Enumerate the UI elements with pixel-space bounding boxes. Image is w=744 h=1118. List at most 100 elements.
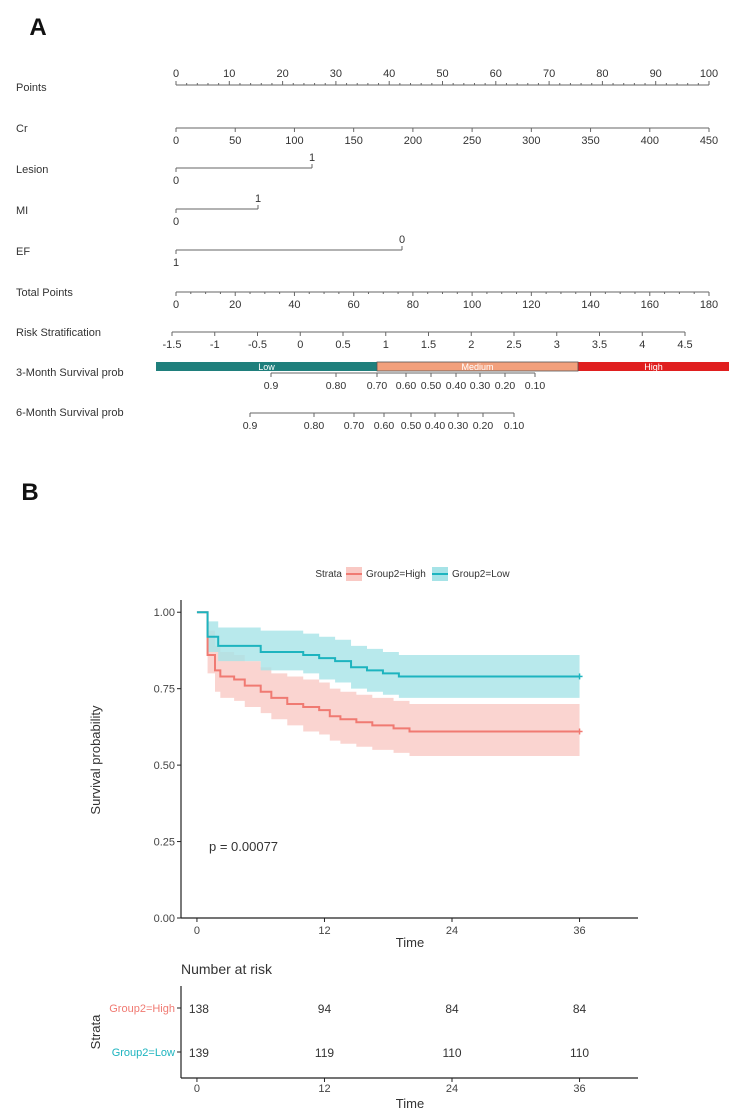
nomogram-panel: A Points Cr Lesion MI EF Total Points Risk Stra… xyxy=(16,14,729,432)
cr-tick-label: 300 xyxy=(522,135,540,147)
total-points-tick-label: 140 xyxy=(581,299,599,311)
survival3-tick-label: 0.50 xyxy=(421,380,442,392)
survival3-tick-label: 0.60 xyxy=(396,380,417,392)
nomogram-row-label: EF xyxy=(16,246,30,258)
total-points-tick-label: 120 xyxy=(522,299,540,311)
lesion-high-label: 1 xyxy=(309,152,315,164)
cr-tick-label: 150 xyxy=(344,135,362,147)
km-x-tick-label: 24 xyxy=(446,925,458,937)
mi-high-label: 1 xyxy=(255,193,261,205)
cr-tick-label: 250 xyxy=(463,135,481,147)
nomogram-row-label: Total Points xyxy=(16,287,73,299)
risk-tick-label: 3 xyxy=(554,339,560,351)
risk-count: 84 xyxy=(445,1002,459,1016)
points-tick-label: 70 xyxy=(543,68,555,80)
risk-tick-label: 2 xyxy=(468,339,474,351)
total-points-tick-label: 160 xyxy=(641,299,659,311)
risk-band-low xyxy=(156,362,377,371)
points-tick-label: 100 xyxy=(700,68,718,80)
risk-table-row-label: Group2=Low xyxy=(112,1047,175,1059)
risk-tick-label: -0.5 xyxy=(248,339,267,351)
survival6-tick-label: 0.10 xyxy=(504,420,525,432)
risk-count: 94 xyxy=(318,1002,332,1016)
risk-count: 138 xyxy=(189,1002,209,1016)
survival-curve-low xyxy=(196,611,580,678)
survival3-tick-label: 0.20 xyxy=(495,380,516,392)
cr-tick-label: 400 xyxy=(641,135,659,147)
km-y-tick-label: 0.50 xyxy=(154,760,175,772)
risk-tick-label: 0 xyxy=(297,339,303,351)
survival-curve-high xyxy=(196,611,580,733)
total-points-tick-label: 20 xyxy=(229,299,241,311)
risk-count: 84 xyxy=(573,1002,587,1016)
risk-tick-label: -1 xyxy=(210,339,220,351)
survival6-tick-label: 0.60 xyxy=(374,420,395,432)
risk-band-label: Low xyxy=(258,362,275,372)
risk-tick-label: 0.5 xyxy=(335,339,350,351)
survival6-tick-label: 0.70 xyxy=(344,420,365,432)
risk-table-x-label: Time xyxy=(396,1096,424,1111)
survival3-tick-label: 0.10 xyxy=(525,380,546,392)
risk-count: 110 xyxy=(570,1046,589,1060)
points-tick-label: 60 xyxy=(490,68,502,80)
points-tick-label: 50 xyxy=(436,68,448,80)
ef-high-label: 0 xyxy=(399,234,405,246)
risk-band-label: High xyxy=(644,362,663,372)
risk-tick-label: 2.5 xyxy=(506,339,521,351)
km-y-tick-label: 0.75 xyxy=(154,684,175,696)
risk-table-y-label: Strata xyxy=(88,1014,103,1049)
panel-b-label: B xyxy=(21,479,38,506)
risk-count: 119 xyxy=(315,1046,334,1060)
survival3-tick-label: 0.40 xyxy=(446,380,467,392)
total-points-tick-label: 180 xyxy=(700,299,718,311)
cr-tick-label: 200 xyxy=(404,135,422,147)
survival3-tick-label: 0.70 xyxy=(367,380,388,392)
km-x-tick-label: 36 xyxy=(573,925,585,937)
panel-a-label: A xyxy=(29,14,46,41)
legend-label-low: Group2=Low xyxy=(452,569,510,580)
km-x-tick-label: 12 xyxy=(318,925,330,937)
nomogram-row-label: 3-Month Survival prob xyxy=(16,367,124,379)
mi-low-label: 0 xyxy=(173,216,179,228)
cr-tick-label: 50 xyxy=(229,135,241,147)
km-y-label: Survival probability xyxy=(88,705,103,815)
legend-label-high: Group2=High xyxy=(366,569,426,580)
survival6-tick-label: 0.20 xyxy=(473,420,494,432)
total-points-tick-label: 0 xyxy=(173,299,179,311)
points-tick-label: 30 xyxy=(330,68,342,80)
total-points-tick-label: 80 xyxy=(407,299,419,311)
risk-table-x-tick-label: 24 xyxy=(446,1083,458,1095)
points-tick-label: 10 xyxy=(223,68,235,80)
points-tick-label: 20 xyxy=(276,68,288,80)
survival6-tick-label: 0.50 xyxy=(401,420,422,432)
legend-title: Strata xyxy=(315,569,342,580)
ci-band-high xyxy=(196,612,580,756)
points-tick-label: 0 xyxy=(173,68,179,80)
cr-tick-label: 0 xyxy=(173,135,179,147)
cr-tick-label: 350 xyxy=(581,135,599,147)
risk-band-label: Medium xyxy=(461,362,493,372)
nomogram-row-label: 6-Month Survival prob xyxy=(16,407,124,419)
nomogram-row-label: Points xyxy=(16,82,47,94)
cr-tick-label: 100 xyxy=(285,135,303,147)
survival6-tick-label: 0.9 xyxy=(243,420,258,432)
risk-count: 110 xyxy=(442,1046,461,1060)
risk-table-x-tick-label: 0 xyxy=(194,1083,200,1095)
km-x-tick-label: 0 xyxy=(194,925,200,937)
survival3-tick-label: 0.9 xyxy=(264,380,279,392)
km-x-label: Time xyxy=(396,935,424,950)
risk-tick-label: 1 xyxy=(383,339,389,351)
nomogram-row-label: Risk Stratification xyxy=(16,327,101,339)
km-y-tick-label: 1.00 xyxy=(154,607,175,619)
km-y-tick-label: 0.25 xyxy=(154,837,175,849)
risk-count: 139 xyxy=(189,1046,209,1060)
risk-tick-label: 3.5 xyxy=(592,339,607,351)
total-points-tick-label: 100 xyxy=(463,299,481,311)
risk-tick-label: 1.5 xyxy=(421,339,436,351)
risk-tick-label: -1.5 xyxy=(163,339,182,351)
km-y-tick-label: 0.00 xyxy=(154,913,175,925)
risk-table-row-label: Group2=High xyxy=(109,1003,175,1015)
risk-tick-label: 4.5 xyxy=(677,339,692,351)
risk-table-x-tick-label: 36 xyxy=(573,1083,585,1095)
survival3-tick-label: 0.80 xyxy=(326,380,347,392)
